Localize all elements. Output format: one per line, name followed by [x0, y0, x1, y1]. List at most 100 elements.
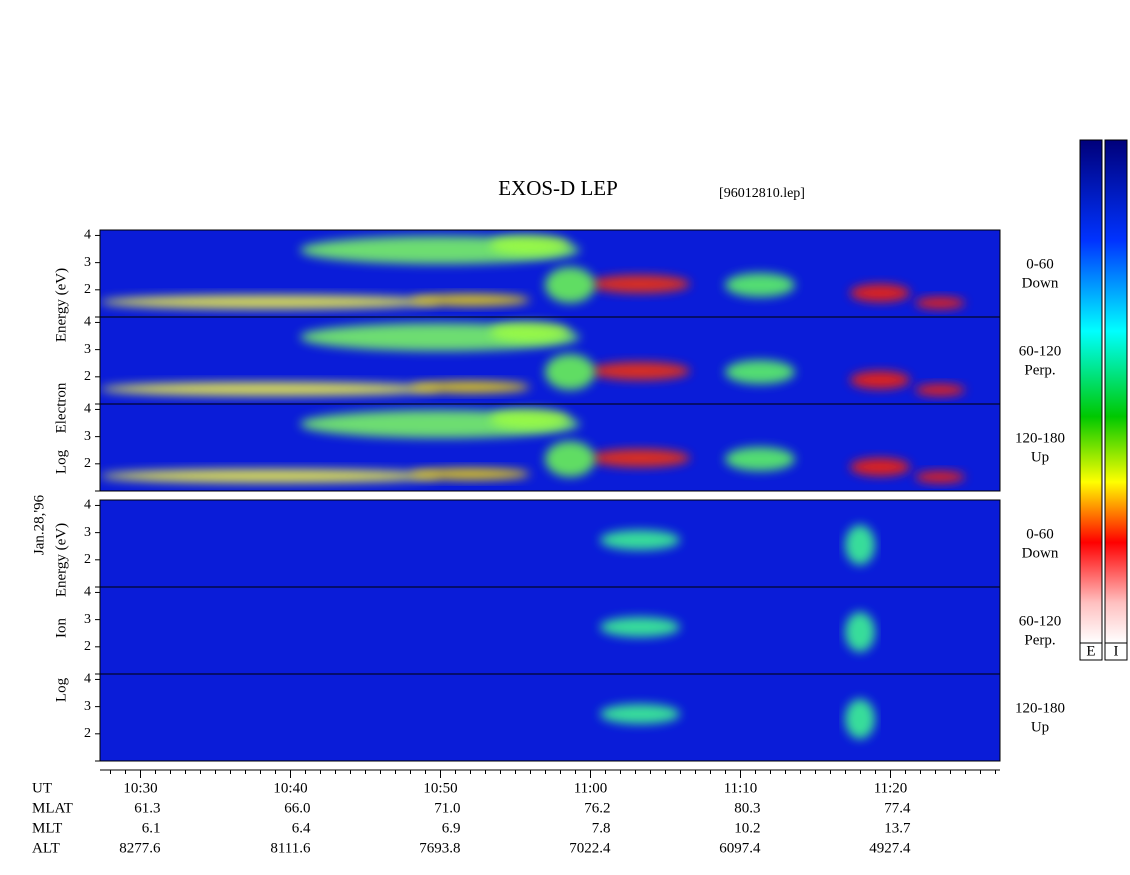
panel-label: 120-180 — [1015, 700, 1065, 716]
footer-value: 4927.4 — [869, 840, 911, 856]
x-tick-label: 10:40 — [273, 780, 307, 796]
colorbar-label: I — [1114, 643, 1119, 659]
panel-label: Down — [1022, 545, 1059, 561]
panel-label: 60-120 — [1019, 343, 1062, 359]
footer-value: 6.9 — [442, 820, 461, 836]
footer-value: 61.3 — [134, 800, 160, 816]
footer-value: 6.1 — [142, 820, 161, 836]
intensity-region — [490, 235, 570, 255]
intensity-region — [410, 294, 530, 306]
panel-label: 0-60 — [1026, 256, 1054, 272]
y-axis-label: Energy (eV) — [53, 523, 69, 597]
intensity-region — [725, 273, 795, 297]
panel-label: 0-60 — [1026, 526, 1054, 542]
y-tick-label: 4 — [84, 498, 91, 513]
intensity-region — [590, 449, 690, 467]
y-tick-label: 4 — [84, 672, 91, 687]
footer-value: 66.0 — [284, 800, 310, 816]
y-tick-label: 2 — [84, 282, 91, 297]
intensity-region — [410, 381, 530, 393]
footer-value: 7693.8 — [419, 840, 460, 856]
footer-value: 76.2 — [584, 800, 610, 816]
footer-value: 7.8 — [592, 820, 611, 836]
colorbar — [1079, 139, 1103, 644]
y-tick-label: 2 — [84, 726, 91, 741]
y-axis-label: Electron — [53, 382, 69, 433]
panel-label: Perp. — [1024, 632, 1055, 648]
spectrogram-panel — [100, 587, 1000, 674]
y-tick-label: 3 — [84, 612, 91, 627]
intensity-region — [545, 354, 595, 390]
panel-label: 120-180 — [1015, 430, 1065, 446]
colorbar-box — [1079, 642, 1103, 661]
y-tick-label: 2 — [84, 639, 91, 654]
intensity-region — [410, 468, 530, 480]
intensity-region — [100, 469, 440, 483]
intensity-region — [915, 297, 965, 309]
footer-row-label: MLAT — [32, 800, 73, 816]
footer-row-label: ALT — [32, 840, 60, 856]
y-axis-label: Energy (eV) — [53, 268, 69, 342]
colorbar-box — [1104, 642, 1128, 661]
intensity-region — [600, 617, 680, 637]
y-tick-label: 3 — [84, 699, 91, 714]
colorbar — [1104, 139, 1128, 644]
intensity-region — [845, 699, 875, 739]
spectrogram-panel — [100, 674, 1000, 761]
y-tick-label: 4 — [84, 585, 91, 600]
footer-value: 6097.4 — [719, 840, 761, 856]
y-tick-label: 3 — [84, 255, 91, 270]
spectrogram-panel — [100, 317, 1000, 404]
intensity-region — [845, 525, 875, 565]
footer-value: 80.3 — [734, 800, 760, 816]
panel-frame — [99, 403, 1001, 492]
spectrogram-panel — [100, 404, 1000, 491]
intensity-region — [915, 471, 965, 483]
y-axis-label: Log — [53, 449, 69, 474]
intensity-region — [545, 441, 595, 477]
spectrogram-area — [100, 230, 1000, 761]
intensity-region — [850, 371, 910, 389]
panel-label: Down — [1022, 275, 1059, 291]
footer-value: 13.7 — [884, 820, 911, 836]
x-row-label: UT — [32, 780, 52, 796]
intensity-region — [600, 704, 680, 724]
intensity-region — [100, 382, 440, 396]
intensity-region — [600, 530, 680, 550]
y-tick-label: 4 — [84, 315, 91, 330]
x-tick-label: 11:00 — [574, 780, 608, 796]
panel-label: Perp. — [1024, 362, 1055, 378]
x-tick-label: 11:10 — [724, 780, 758, 796]
x-tick-label: 10:50 — [423, 780, 457, 796]
chart-title: EXOS-D LEP — [498, 176, 618, 200]
y-tick-label: 2 — [84, 552, 91, 567]
intensity-region — [590, 362, 690, 380]
intensity-region — [545, 267, 595, 303]
y-axis-label: Ion — [53, 618, 69, 638]
footer-row-label: MLT — [32, 820, 62, 836]
intensity-region — [490, 322, 570, 342]
y-tick-label: 3 — [84, 429, 91, 444]
intensity-region — [845, 612, 875, 652]
y-tick-label: 2 — [84, 369, 91, 384]
footer-value: 10.2 — [734, 820, 760, 836]
footer-value: 71.0 — [434, 800, 460, 816]
footer-value: 77.4 — [884, 800, 911, 816]
y-tick-label: 3 — [84, 525, 91, 540]
intensity-region — [850, 458, 910, 476]
intensity-region — [850, 284, 910, 302]
intensity-region — [725, 360, 795, 384]
x-tick-label: 10:30 — [123, 780, 157, 796]
file-label: [96012810.lep] — [719, 186, 805, 201]
y-tick-label: 4 — [84, 402, 91, 417]
spectrogram-panel — [100, 500, 1000, 587]
intensity-region — [590, 275, 690, 293]
panel-frame — [99, 673, 1001, 762]
y-tick-label: 4 — [84, 228, 91, 243]
colorbar-label: E — [1086, 643, 1095, 659]
panel-label: Up — [1031, 449, 1049, 465]
intensity-region — [915, 384, 965, 396]
footer-value: 7022.4 — [569, 840, 611, 856]
date-label: Jan.28,'96 — [31, 494, 47, 555]
